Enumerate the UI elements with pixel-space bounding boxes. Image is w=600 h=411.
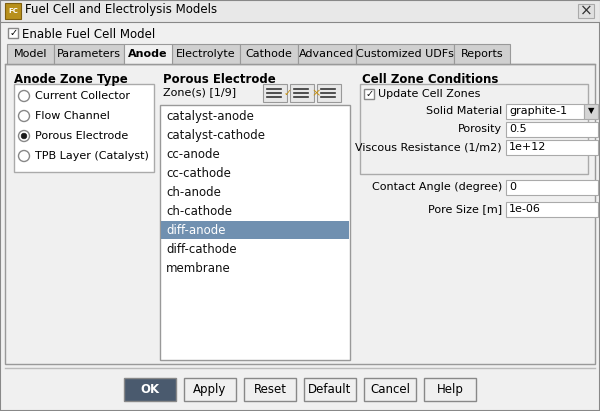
Bar: [298, 44, 356, 64]
Bar: [172, 44, 240, 64]
Text: Current Collector: Current Collector: [35, 91, 130, 101]
Bar: [356, 44, 454, 64]
Text: Reset: Reset: [254, 383, 287, 396]
Bar: [124, 378, 176, 401]
Text: ✓: ✓: [366, 89, 374, 99]
Bar: [364, 378, 416, 401]
Text: catalyst-cathode: catalyst-cathode: [166, 129, 265, 142]
Bar: [124, 44, 172, 64]
Text: Enable Fuel Cell Model: Enable Fuel Cell Model: [22, 28, 155, 41]
Bar: [506, 104, 584, 119]
Text: ×: ×: [311, 88, 320, 98]
Text: ✓: ✓: [10, 28, 18, 38]
Text: membrane: membrane: [166, 262, 231, 275]
Text: Advanced: Advanced: [299, 49, 355, 59]
Bar: [290, 84, 314, 102]
Text: Fuel Cell and Electrolysis Models: Fuel Cell and Electrolysis Models: [25, 3, 217, 16]
Bar: [506, 122, 598, 137]
Bar: [14, 84, 154, 172]
Bar: [424, 378, 476, 401]
Text: Anode Zone Type: Anode Zone Type: [14, 73, 128, 86]
Bar: [240, 44, 298, 64]
Text: Porous Electrode: Porous Electrode: [35, 131, 128, 141]
Bar: [161, 221, 349, 239]
Text: ch-anode: ch-anode: [166, 186, 221, 199]
Circle shape: [21, 133, 27, 139]
Text: Contact Angle (degree): Contact Angle (degree): [372, 182, 502, 192]
Text: OK: OK: [140, 383, 160, 396]
Bar: [244, 378, 296, 401]
Text: 1e+12: 1e+12: [509, 142, 547, 152]
Text: TPB Layer (Catalyst): TPB Layer (Catalyst): [35, 151, 149, 161]
Text: ×: ×: [580, 4, 592, 18]
Text: Porous Electrode: Porous Electrode: [163, 73, 276, 86]
Bar: [578, 4, 594, 18]
Bar: [160, 105, 350, 360]
Bar: [8, 28, 18, 38]
Text: 0.5: 0.5: [509, 124, 527, 134]
Text: Cell Zone Conditions: Cell Zone Conditions: [362, 73, 499, 86]
Bar: [5, 3, 21, 19]
Text: 0: 0: [509, 182, 516, 192]
Bar: [506, 202, 598, 217]
Text: Update Cell Zones: Update Cell Zones: [378, 89, 481, 99]
Text: Apply: Apply: [193, 383, 227, 396]
Bar: [54, 44, 124, 64]
Text: Model: Model: [14, 49, 47, 59]
Bar: [263, 84, 287, 102]
Text: Cancel: Cancel: [370, 383, 410, 396]
Text: Parameters: Parameters: [57, 49, 121, 59]
Bar: [304, 378, 356, 401]
Text: Viscous Resistance (1/m2): Viscous Resistance (1/m2): [355, 142, 502, 152]
Text: ▼: ▼: [588, 106, 594, 115]
Circle shape: [19, 111, 29, 122]
Bar: [364, 89, 374, 99]
Text: FC: FC: [8, 8, 18, 14]
Text: Electrolyte: Electrolyte: [176, 49, 236, 59]
Text: cc-anode: cc-anode: [166, 148, 220, 161]
Text: diff-anode: diff-anode: [166, 224, 226, 237]
Circle shape: [19, 150, 29, 162]
Text: Help: Help: [437, 383, 463, 396]
Bar: [506, 140, 598, 155]
Bar: [454, 44, 510, 64]
Bar: [184, 378, 236, 401]
Text: Default: Default: [308, 383, 352, 396]
Text: Reports: Reports: [461, 49, 503, 59]
Circle shape: [19, 90, 29, 102]
Circle shape: [19, 131, 29, 141]
Text: Zone(s) [1/9]: Zone(s) [1/9]: [163, 87, 236, 97]
Bar: [7, 44, 54, 64]
Text: ch-cathode: ch-cathode: [166, 205, 232, 218]
Bar: [0, 0, 600, 22]
Text: Flow Channel: Flow Channel: [35, 111, 110, 121]
Text: diff-cathode: diff-cathode: [166, 243, 236, 256]
Text: catalyst-anode: catalyst-anode: [166, 110, 254, 123]
Bar: [506, 180, 598, 195]
Text: Porosity: Porosity: [458, 124, 502, 134]
Bar: [317, 84, 341, 102]
Text: 1e-06: 1e-06: [509, 204, 541, 214]
Text: ✓: ✓: [284, 88, 292, 98]
Bar: [360, 84, 588, 174]
Bar: [584, 104, 598, 119]
Text: Solid Material: Solid Material: [426, 106, 502, 116]
Bar: [5, 64, 595, 364]
Text: Cathode: Cathode: [245, 49, 292, 59]
Text: Customized UDFs: Customized UDFs: [356, 49, 454, 59]
Text: Anode: Anode: [128, 49, 168, 59]
Text: cc-cathode: cc-cathode: [166, 167, 231, 180]
Text: Pore Size [m]: Pore Size [m]: [428, 204, 502, 214]
Text: graphite-1: graphite-1: [509, 106, 567, 116]
